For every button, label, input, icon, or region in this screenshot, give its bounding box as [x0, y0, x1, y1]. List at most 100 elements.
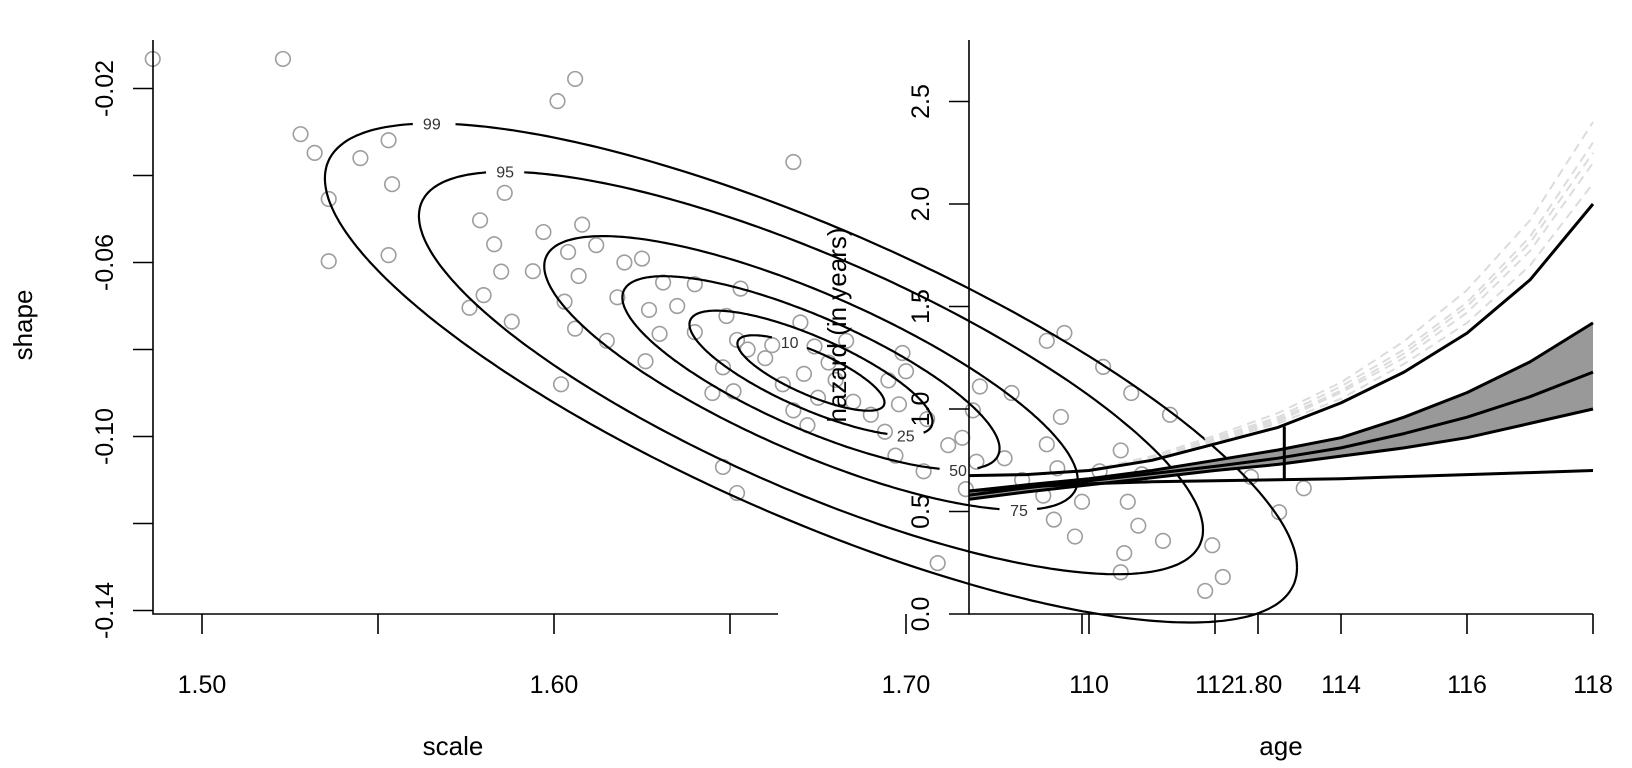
scatter-point [567, 320, 584, 337]
scatter-point [352, 150, 369, 167]
scatter-point [806, 338, 823, 355]
scatter-point [785, 402, 802, 419]
y-tick-label: 0.0 [907, 597, 935, 632]
scatter-point [292, 126, 309, 143]
scatter-point [940, 437, 957, 454]
hazard-line-curve-4 [969, 469, 1594, 493]
scatter-point [725, 383, 742, 400]
scatter-point [1197, 582, 1214, 600]
y-tick-label: -0.14 [91, 582, 119, 639]
dashed-hazard-line [1088, 182, 1594, 472]
scatter-point [493, 263, 510, 280]
scatter-point [964, 402, 981, 419]
x-tick-label: 114 [1321, 671, 1361, 699]
y-tick-label: 1.0 [907, 392, 935, 427]
contour-50 [621, 275, 1001, 470]
scatter-point [1214, 568, 1231, 586]
contour-label-95: 95 [496, 165, 514, 182]
scatter-axes: 1.50 1.60 1.70 1.80 -0.02 -0.06 -0.10 -0.14 [91, 40, 1282, 699]
scatter-point [1073, 493, 1091, 510]
x-tick-label: 112 [1195, 671, 1235, 699]
scatter-point [795, 365, 813, 382]
scatter-point [774, 376, 791, 393]
scatter-point [971, 378, 989, 395]
scatter-point [380, 247, 397, 264]
scatter-point [1049, 460, 1066, 477]
scatter-point [609, 289, 626, 306]
contour-99 [323, 122, 1299, 624]
scatter-point [827, 371, 844, 389]
y-tick-label: -0.10 [91, 408, 119, 465]
scatter-point [1066, 528, 1084, 545]
y-axis-title-shape: shape [8, 290, 38, 361]
hazard-line-band-lower [969, 407, 1594, 501]
y-tick-label: 1.5 [907, 289, 935, 324]
x-tick-label: 1.70 [882, 671, 931, 699]
scatter-point [320, 253, 337, 270]
hazard-panel: 110 112 114 116 118 0.0 0.5 1.0 1.5 2.0 2.5 age ha… [822, 40, 1613, 761]
scatter-point [567, 70, 584, 88]
scatter-point [764, 337, 781, 354]
scatter-point [862, 406, 879, 423]
scatter-point [559, 243, 577, 261]
scatter-point [274, 50, 292, 68]
contour-label-75: 75 [1010, 503, 1028, 520]
scatter-point [1295, 480, 1312, 497]
x-tick-label: 110 [1069, 671, 1109, 699]
scatter-point [669, 297, 686, 315]
scatter-point [524, 263, 541, 280]
scatter-point [686, 276, 703, 293]
scatter-axis-lines [152, 40, 778, 615]
scatter-point [637, 353, 654, 370]
contour-10 [736, 334, 886, 412]
scatter-point [785, 153, 802, 171]
scatter-point [919, 411, 936, 428]
scatter-point [549, 93, 566, 110]
dashed-hazard-line [1088, 162, 1594, 472]
scatter-point [838, 332, 855, 349]
scatter-point [461, 299, 478, 316]
scatter-point [915, 463, 932, 480]
hazard-line-band-upper [969, 321, 1594, 493]
x-tick-label: 1.60 [530, 671, 579, 699]
x-tick-label: 118 [1573, 671, 1613, 699]
contour-label-50: 50 [949, 463, 967, 480]
hazard-axis-lines [968, 40, 1593, 615]
scatter-point [887, 447, 904, 464]
contour-label-25: 25 [897, 428, 915, 445]
hazard-line-median [969, 370, 1594, 497]
contour-lines: 10 25 50 75 95 99 [323, 116, 1299, 624]
scatter-point [475, 287, 492, 304]
scatter-point [496, 184, 513, 201]
scatter-point [1112, 442, 1129, 459]
contour-25 [688, 309, 934, 435]
y-tick-label: -0.02 [91, 60, 119, 117]
scatter-point [588, 237, 605, 254]
y-tick-label: 0.5 [907, 494, 935, 529]
x-tick-label: 1.50 [178, 671, 227, 699]
scatter-point [574, 216, 591, 233]
scatter-point [732, 280, 749, 297]
scatter-point [471, 212, 489, 229]
x-axis-title-age: age [1259, 731, 1302, 761]
hazard-line-curve-0 [969, 203, 1595, 478]
scatter-point [1161, 406, 1179, 423]
scatter-point [1123, 384, 1140, 402]
x-tick-label: 116 [1447, 671, 1487, 699]
contour-label-10: 10 [781, 335, 799, 352]
scatter-point [757, 350, 774, 367]
y-tick-label: 2.0 [907, 187, 935, 222]
contour-label-99: 99 [423, 116, 441, 133]
scatter-point [1038, 332, 1055, 349]
scatter-point [1204, 537, 1221, 554]
scatter-point [651, 325, 668, 342]
scatter-point [383, 176, 401, 193]
scatter-point [640, 301, 658, 319]
scatter-point [535, 223, 552, 241]
scatter-point [616, 254, 633, 271]
scatter-point [306, 144, 323, 161]
scatter-point [552, 376, 570, 393]
scatter-point [890, 396, 908, 413]
scatter-point [820, 354, 837, 371]
